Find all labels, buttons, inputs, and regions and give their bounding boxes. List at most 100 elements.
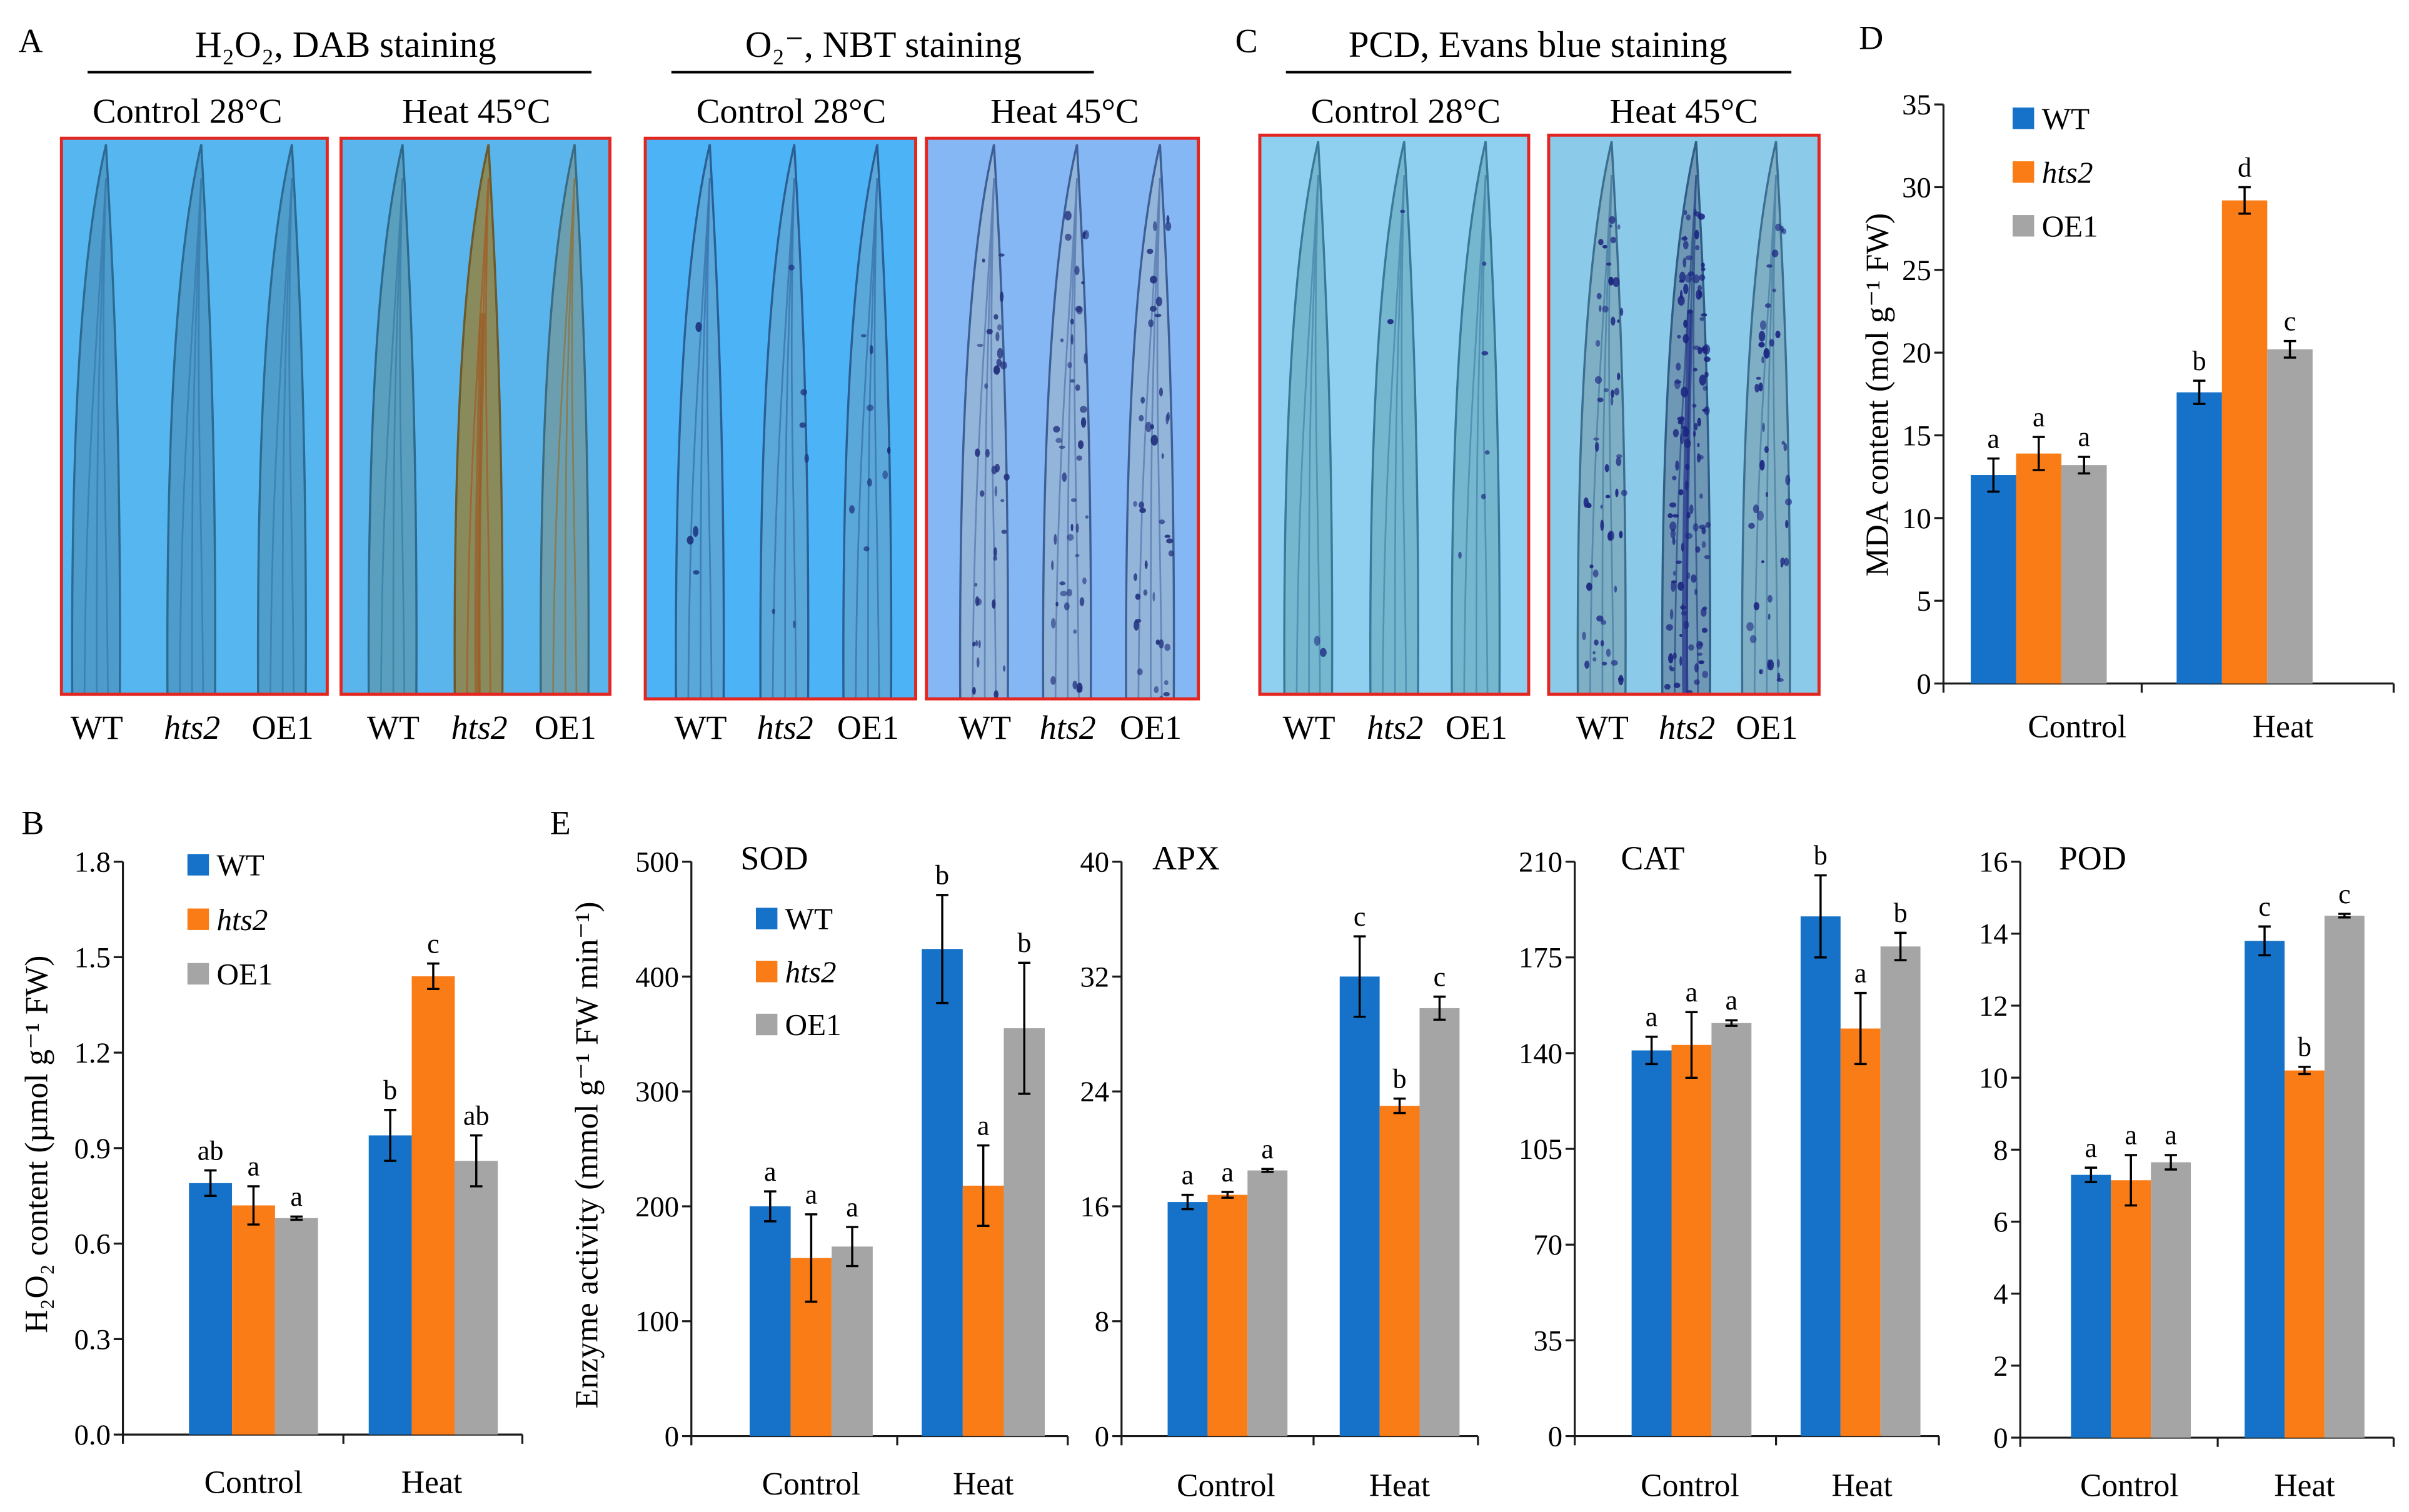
legend-label: WT [2042, 101, 2090, 136]
legend-label: hts2 [785, 954, 837, 989]
stain-spot [1684, 274, 1692, 283]
leaf-vein [564, 178, 576, 694]
leaf-vein [867, 178, 878, 699]
stain-spot [1598, 239, 1604, 246]
stain-spot [1070, 334, 1074, 345]
stain-spot [1697, 285, 1702, 291]
stain-spot [975, 596, 980, 606]
stain-spot [1594, 376, 1602, 384]
y-tick-label: 70 [1533, 1229, 1562, 1261]
stain-streak [1682, 310, 1693, 694]
stain-spot [1672, 652, 1677, 659]
y-tick-label: 200 [635, 1191, 679, 1223]
x-category-label: Heat [953, 1466, 1014, 1502]
leaf-wt [1576, 141, 1627, 694]
genotype-label-oe1: OE1 [535, 709, 596, 746]
significance-letter: c [2258, 891, 2271, 922]
stain-spot [1612, 277, 1620, 288]
stain-spot [1769, 339, 1774, 347]
bar-oe1 [1711, 1023, 1752, 1436]
stain-spot [1670, 529, 1676, 539]
y-tick-label: 24 [1080, 1076, 1109, 1108]
stain-spot [1784, 558, 1789, 566]
stain-spot [1666, 624, 1673, 631]
bar-oe1 [1419, 1008, 1460, 1436]
stain-spot [693, 526, 699, 538]
stain-spot [1060, 591, 1068, 596]
stain-spot [1059, 581, 1066, 586]
genotype-label-wt: WT [1283, 709, 1335, 746]
stain-spot [1003, 473, 1010, 481]
stain-spot [1075, 384, 1080, 391]
stain-spot [867, 478, 872, 487]
stain-spot [1781, 441, 1785, 445]
stain-spot [1681, 416, 1684, 426]
y-tick-label: 16 [1080, 1191, 1109, 1223]
leaf-oe1 [256, 144, 307, 694]
stain-spot [1682, 334, 1689, 344]
stain-spot [1681, 611, 1687, 616]
y-tick-label: 10 [1902, 503, 1931, 535]
leaf-vein [855, 178, 878, 699]
dab-heat-label: Heat 45°C [402, 93, 551, 131]
stain-spot [1614, 585, 1617, 593]
stain-spot [1481, 351, 1489, 356]
stain-spot [788, 264, 795, 271]
stain-spot [1085, 515, 1089, 519]
stain-spot [1692, 523, 1699, 532]
stain-spot [993, 365, 1000, 375]
bar-hts2 [2111, 1180, 2151, 1438]
leaf-vein [466, 178, 490, 694]
stain-spot [1699, 374, 1706, 386]
stain-spot [974, 583, 978, 587]
stain-spot [1675, 560, 1682, 564]
stain-spot [1458, 551, 1462, 559]
leaf-vein [1463, 175, 1487, 694]
y-tick-label: 1.8 [74, 846, 111, 879]
stain-spot [1699, 493, 1703, 499]
leaf-blade [1741, 141, 1791, 694]
stain-spot [1621, 489, 1627, 496]
stain-spot [1159, 639, 1164, 649]
stain-spot [1704, 371, 1709, 378]
leaf-vein [1753, 175, 1777, 694]
stain-spot [1674, 683, 1681, 688]
stain-spot [1679, 634, 1682, 638]
legend-swatch-wt [2013, 108, 2034, 129]
stain-spot [1164, 534, 1171, 538]
stain-spot [1600, 640, 1604, 647]
x-category-label: Heat [2274, 1468, 2335, 1503]
bar-wt [2245, 941, 2285, 1438]
y-tick-label: 20 [1902, 337, 1931, 369]
y-tick-label: 0.9 [74, 1133, 111, 1165]
stain-spot [1669, 521, 1677, 531]
stain-spot [1000, 499, 1005, 503]
stain-spot [1686, 572, 1691, 579]
stain-spot [1155, 296, 1162, 307]
photo-evans-control [1258, 133, 1531, 696]
significance-letter: a [846, 1192, 858, 1223]
panel-label-e: E [550, 804, 571, 841]
stain-spot [1075, 523, 1079, 533]
leaf-vein [485, 178, 491, 694]
significance-letter: a [1854, 958, 1867, 988]
stain-spot [1001, 529, 1007, 534]
stain-spot [863, 546, 870, 552]
chart-title: CAT [1621, 839, 1684, 877]
stain-spot [804, 454, 810, 463]
significance-letter: a [1686, 977, 1698, 1008]
stain-spot [1586, 582, 1592, 591]
leaf-vein [1589, 175, 1613, 694]
stain-spot [799, 422, 806, 428]
significance-letter: c [1354, 901, 1366, 932]
stain-spot [1070, 318, 1074, 325]
stain-spot [1159, 519, 1165, 524]
leaf-vein [1401, 175, 1407, 694]
stain-spot [1600, 519, 1604, 531]
leaf-blade [256, 144, 307, 694]
significance-letter: a [2078, 422, 2090, 453]
stain-spot [1692, 403, 1697, 408]
stain-spot [1768, 659, 1774, 671]
y-tick-label: 0 [1993, 1422, 2008, 1454]
stain-spot [1763, 348, 1770, 359]
